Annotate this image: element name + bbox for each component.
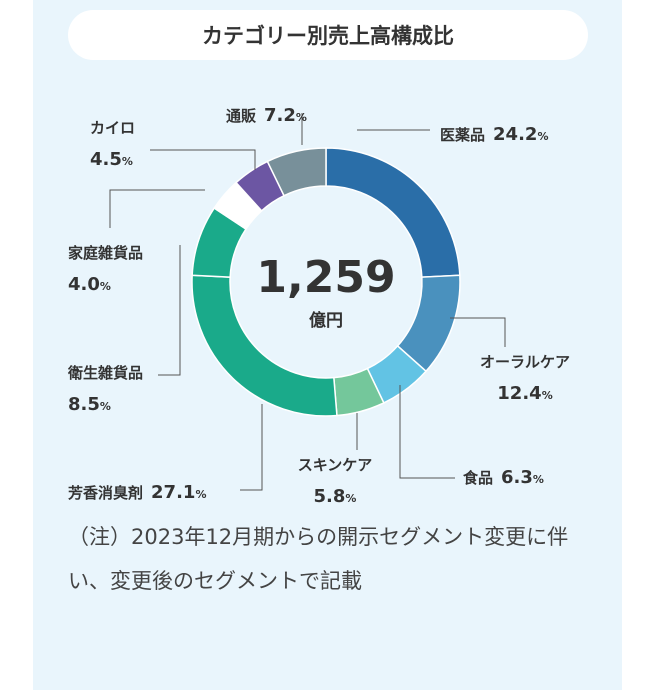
center-total: 1,259	[256, 252, 395, 303]
leader-line-2	[399, 385, 455, 479]
slice-label-8: 通販 7.2%	[226, 105, 307, 126]
leader-line-7	[150, 149, 256, 170]
slice-label-6: 家庭雑貨品 4.0%	[68, 244, 143, 295]
slice-label-1: オーラルケア 12.4%	[480, 353, 570, 404]
footnote: （注）2023年12月期からの開示セグメント変更に伴い、変更後のセグメントで記載	[68, 525, 569, 593]
chart-title: カテゴリー別売上高構成比	[68, 10, 588, 60]
slice-label-7: カイロ 4.5%	[90, 119, 135, 170]
leader-line-1	[450, 317, 506, 347]
center-unit: 億円	[309, 310, 343, 331]
slice-label-4: 芳香消臭剤 27.1%	[68, 482, 206, 503]
leader-line-4	[240, 404, 263, 491]
slice-8	[266, 147, 327, 197]
chart-panel	[33, 0, 622, 690]
slice-label-2: 食品 6.3%	[463, 467, 544, 488]
slice-label-3: スキンケア 5.8%	[298, 456, 373, 507]
leader-line-5	[158, 245, 181, 376]
slice-label-5: 衛生雑貨品 8.5%	[67, 364, 143, 415]
slice-label-0: 医薬品 24.2%	[440, 124, 548, 145]
leader-line-6	[109, 189, 205, 228]
